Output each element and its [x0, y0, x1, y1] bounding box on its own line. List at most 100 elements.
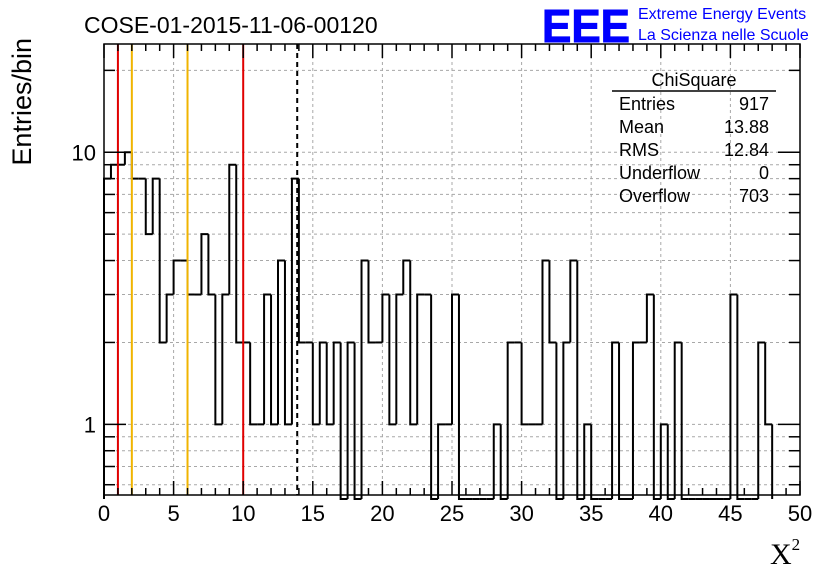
reference-lines: [116, 44, 299, 495]
histogram-bin: [764, 342, 773, 426]
stats-row-mean: Mean 13.88: [619, 117, 769, 137]
y-tick-labels: 1 10: [72, 140, 96, 437]
histogram-bin: [388, 294, 397, 426]
histogram-bin: [659, 423, 668, 499]
histogram-bin: [339, 342, 348, 500]
stats-row-entries: Entries 917: [619, 94, 769, 114]
x-axis-label: X2: [770, 535, 800, 571]
histogram-bin: [221, 293, 230, 425]
stats-row-value: 12.84: [724, 140, 769, 160]
plot-title: COSE-01-2015-11-06-00120: [84, 12, 378, 38]
histogram-bin: [270, 294, 278, 426]
stats-row-label: Overflow: [619, 186, 691, 206]
stats-row-value: 13.88: [724, 117, 769, 137]
eee-logo: EEE Extreme Energy Events La Scienza nel…: [542, 0, 809, 53]
histogram-bin: [520, 342, 529, 426]
x-tick-label: 25: [440, 501, 464, 526]
histogram-bin: [430, 294, 439, 500]
stats-row-label: Entries: [619, 94, 675, 114]
histogram-bin: [381, 293, 390, 343]
x-tick-label: 0: [98, 501, 110, 526]
x-tick-label: 15: [301, 501, 325, 526]
stats-row-value: 0: [759, 163, 769, 183]
histogram-bin: [576, 260, 585, 500]
eee-logo-letters: EEE: [542, 0, 630, 52]
histogram-bin: [318, 341, 327, 425]
histogram-bin: [228, 163, 237, 295]
x-tick-label: 5: [167, 501, 179, 526]
histogram-bin: [673, 341, 682, 499]
histogram-bin: [249, 342, 258, 426]
stats-row-value: 703: [739, 186, 769, 206]
histogram-bin: [451, 293, 459, 425]
histogram-bin: [506, 341, 515, 499]
histogram-bin: [332, 341, 341, 425]
histogram-bin: [618, 342, 626, 500]
histogram-bin: [736, 294, 745, 500]
grid-lines: [104, 44, 800, 495]
x-tick-label: 20: [370, 501, 394, 526]
histogram-bin: [645, 293, 654, 343]
x-axis-label-base: X: [770, 538, 792, 571]
x-tick-label: 45: [718, 501, 742, 526]
x-axis-label-superscript: 2: [792, 535, 801, 554]
histogram-bin: [158, 178, 167, 344]
stats-box-title: ChiSquare: [651, 70, 736, 90]
histogram-bin: [457, 294, 466, 500]
histogram-bin: [325, 342, 334, 426]
histogram-bin: [437, 423, 446, 499]
histogram-bin: [297, 178, 306, 344]
histogram-bin: [416, 293, 425, 425]
histogram-bin: [207, 234, 216, 296]
histogram-bin: [360, 259, 369, 499]
histogram-bin: [165, 293, 174, 343]
x-tick-label: 10: [231, 501, 255, 526]
histogram-bin: [200, 233, 209, 295]
histogram-bin: [283, 260, 292, 426]
stats-row-value: 917: [739, 94, 769, 114]
histogram-bin: [562, 341, 571, 499]
histogram-bin: [409, 260, 418, 426]
histogram-bin: [555, 342, 564, 500]
histogram-bin: [492, 423, 501, 499]
histogram-bin: [757, 341, 766, 499]
histogram-bin: [652, 294, 661, 500]
histogram-bin: [583, 423, 592, 499]
y-axis-label: Entries/bin: [7, 38, 37, 166]
histogram-bin: [277, 259, 285, 425]
histogram-bin: [548, 260, 557, 344]
histogram-bin: [499, 424, 508, 500]
eee-logo-line2: La Scienza nelle Scuole: [638, 27, 809, 44]
stats-row-label: Underflow: [619, 163, 701, 183]
histogram-bin: [172, 259, 181, 295]
histogram-bin: [311, 342, 320, 426]
x-tick-label: 35: [579, 501, 603, 526]
histogram-bin: [235, 164, 244, 344]
histogram-bin: [569, 259, 578, 343]
histogram-bin: [346, 341, 355, 499]
histogram-bin: [353, 342, 362, 500]
histogram-bin: [611, 341, 620, 499]
axis-ticks: [103, 44, 801, 495]
histogram-bin: [590, 424, 599, 500]
x-tick-labels: 0 5 10 15 20 25 30 35 40 45 50: [98, 501, 812, 526]
stats-box: ChiSquare Entries 917 Mean 13.88 RMS 12.…: [612, 70, 776, 206]
histogram-bin: [402, 259, 411, 295]
histogram-bin: [290, 177, 299, 425]
histogram-bin: [631, 341, 640, 499]
histogram-bin: [367, 260, 376, 344]
y-tick-label: 10: [72, 140, 96, 165]
histogram-bin: [151, 177, 160, 235]
histogram-bin: [729, 293, 738, 499]
histogram-bin: [263, 293, 272, 425]
stats-row-underflow: Underflow 0: [619, 163, 769, 183]
stats-row-label: Mean: [619, 117, 664, 137]
histogram-bin: [680, 342, 689, 500]
histogram-bin: [395, 293, 404, 425]
histogram-bin: [214, 294, 223, 426]
y-tick-label: 1: [84, 412, 96, 437]
eee-logo-line1: Extreme Energy Events: [638, 6, 806, 23]
histogram-bin: [666, 424, 675, 500]
x-tick-label: 40: [649, 501, 673, 526]
